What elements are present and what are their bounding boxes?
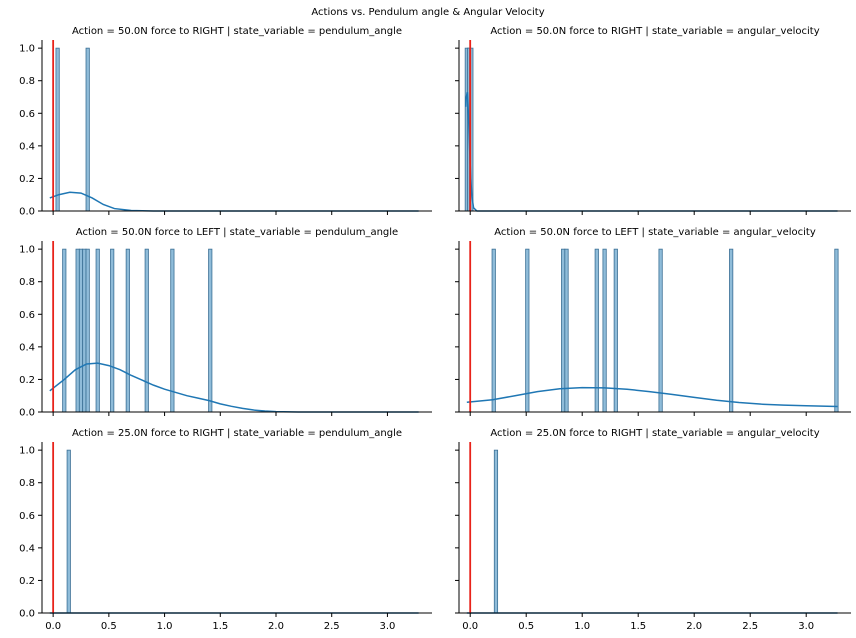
y-tick-label: 0.6 — [19, 511, 35, 522]
y-tick-label: 0.2 — [19, 375, 35, 386]
panel-5: Action = 25.0N force to RIGHT | state_va… — [19, 428, 432, 632]
histogram-bar — [208, 248, 213, 413]
y-tick-label: 0.4 — [19, 543, 35, 554]
kde-line — [49, 191, 419, 212]
x-tick-label: 0.5 — [101, 621, 117, 632]
x-tick-label: 3.0 — [798, 621, 814, 632]
y-tick-label: 0.0 — [19, 408, 35, 419]
y-tick-label: 0.8 — [19, 277, 35, 288]
histogram-bar — [62, 248, 67, 413]
histogram-bar — [525, 248, 530, 413]
histogram-bar — [658, 248, 663, 413]
histogram-bar — [78, 248, 84, 413]
histogram-bar — [82, 248, 87, 413]
kde-line — [49, 362, 419, 413]
panel-2: Action = 50.0N force to RIGHT | state_va… — [455, 26, 851, 215]
y-tick-label: 0.6 — [19, 310, 35, 321]
panel-6: Action = 25.0N force to RIGHT | state_va… — [455, 428, 851, 632]
x-tick-label: 1.0 — [157, 621, 173, 632]
y-tick-label: 1.0 — [19, 44, 35, 55]
histogram-bar — [75, 248, 80, 413]
panel-title: Action = 25.0N force to RIGHT | state_va… — [72, 428, 402, 439]
panel-title: Action = 25.0N force to RIGHT | state_va… — [490, 428, 819, 439]
y-tick-label: 1.0 — [19, 446, 35, 457]
histogram-bar — [125, 248, 130, 413]
y-tick-label: 0.8 — [19, 76, 35, 87]
x-tick-label: 1.0 — [574, 621, 590, 632]
y-tick-label: 0.6 — [19, 109, 35, 120]
histogram-bar — [491, 248, 496, 413]
y-tick-label: 0.2 — [19, 576, 35, 587]
x-tick-label: 0.0 — [462, 621, 478, 632]
y-tick-label: 0.0 — [19, 207, 35, 218]
panel-title: Action = 50.0N force to LEFT | state_var… — [76, 227, 398, 238]
y-tick-label: 0.8 — [19, 478, 35, 489]
y-tick-label: 0.0 — [19, 609, 35, 620]
figure-suptitle: Actions vs. Pendulum angle & Angular Vel… — [311, 7, 544, 18]
x-tick-label: 2.5 — [742, 621, 758, 632]
panel-title: Action = 50.0N force to LEFT | state_var… — [494, 227, 816, 238]
y-tick-label: 0.4 — [19, 141, 35, 152]
x-tick-label: 1.5 — [630, 621, 646, 632]
histogram-bar — [66, 449, 71, 614]
panel-3: Action = 50.0N force to LEFT | state_var… — [19, 227, 432, 419]
histogram-bar — [561, 248, 566, 413]
histogram-bar — [613, 248, 618, 413]
histogram-bar — [85, 47, 90, 212]
histogram-bar — [144, 248, 149, 413]
histogram-bar — [170, 248, 175, 413]
panel-1: Action = 50.0N force to RIGHT | state_va… — [19, 26, 432, 218]
kde-line — [464, 91, 838, 212]
panel-title: Action = 50.0N force to RIGHT | state_va… — [490, 26, 819, 37]
x-tick-label: 0.5 — [518, 621, 534, 632]
y-tick-label: 0.4 — [19, 342, 35, 353]
x-tick-label: 2.0 — [268, 621, 284, 632]
histogram-bar — [110, 248, 115, 413]
histogram-bar — [85, 248, 90, 413]
x-tick-label: 0.0 — [45, 621, 61, 632]
x-tick-label: 2.5 — [324, 621, 340, 632]
x-tick-label: 3.0 — [379, 621, 395, 632]
histogram-bar — [55, 47, 60, 212]
x-tick-label: 1.5 — [212, 621, 228, 632]
x-tick-label: 2.0 — [686, 621, 702, 632]
histogram-bar — [95, 248, 100, 413]
kde-line — [466, 386, 838, 408]
histogram-bar — [493, 449, 499, 614]
y-tick-label: 0.2 — [19, 174, 35, 185]
y-tick-label: 1.0 — [19, 245, 35, 256]
panel-4: Action = 50.0N force to LEFT | state_var… — [455, 227, 851, 416]
panel-title: Action = 50.0N force to RIGHT | state_va… — [72, 26, 402, 37]
histogram-bar — [834, 248, 839, 413]
histogram-bar — [729, 248, 734, 413]
panels: Action = 50.0N force to RIGHT | state_va… — [19, 26, 851, 632]
